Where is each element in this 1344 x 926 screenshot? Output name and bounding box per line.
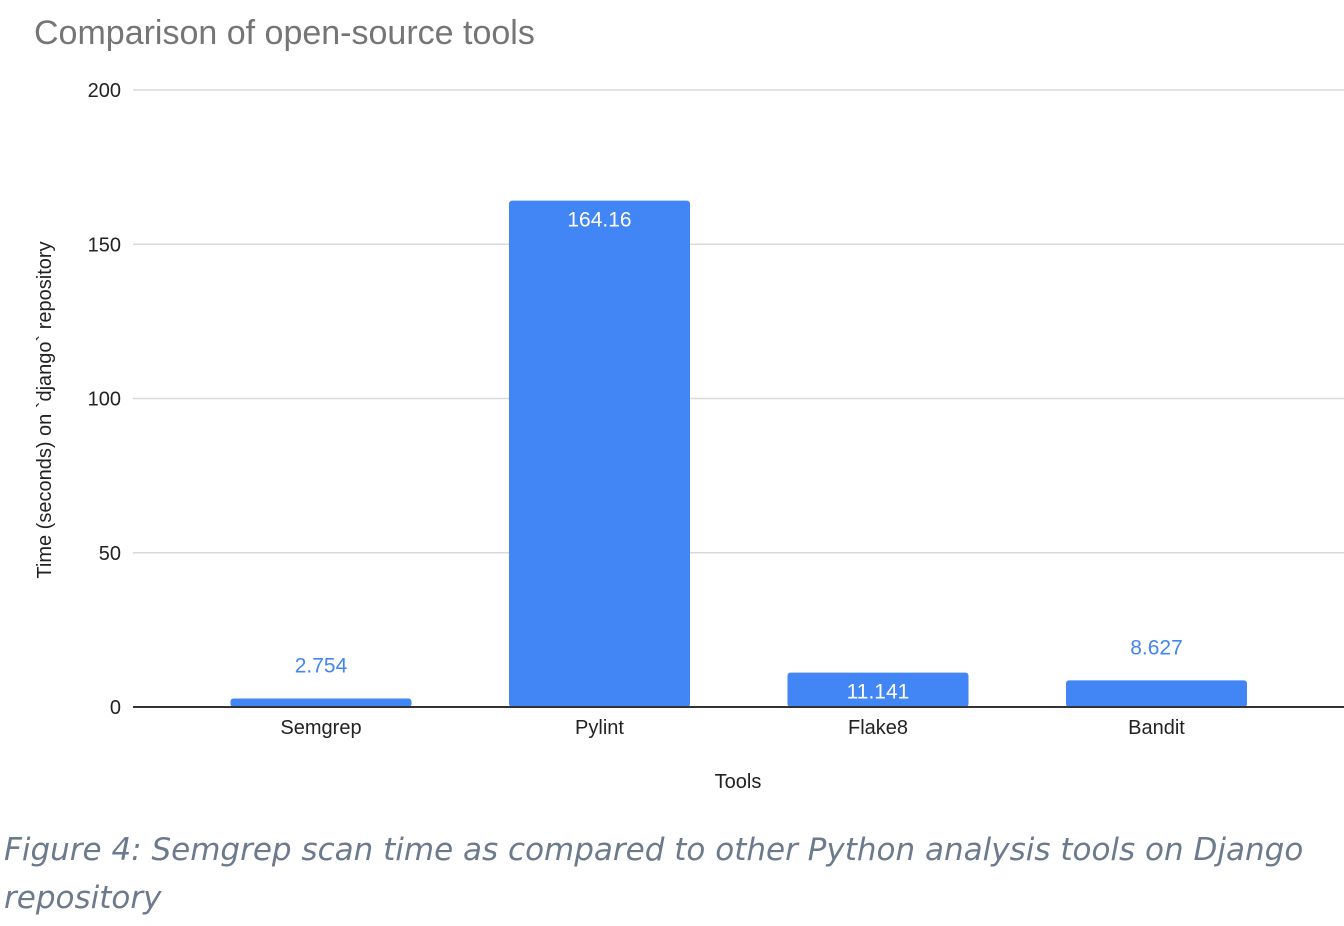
data-label: 8.627 [1130,636,1183,659]
data-label: 2.754 [295,655,348,678]
x-tick-label: Semgrep [280,717,361,739]
data-label: 164.16 [567,209,631,232]
data-labels: 2.754 164.16 11.141 8.627 [295,209,1183,704]
y-axis-title: Time (seconds) on `django` repository [34,241,56,578]
x-tick-label: Bandit [1128,717,1185,739]
data-label: 11.141 [847,681,910,704]
x-tick-label: Pylint [575,717,624,739]
y-tick-label: 200 [88,80,121,102]
bar-pylint [509,200,690,707]
gridlines [133,89,1344,554]
x-tick-label: Flake8 [848,717,908,739]
bar-semgrep [230,698,412,707]
x-tick-labels: Semgrep Pylint Flake8 Bandit [280,717,1185,739]
y-tick-label: 50 [99,543,121,565]
y-tick-label: 150 [88,234,121,256]
bars [230,200,1247,707]
chart-title: Comparison of open-source tools [34,14,535,52]
y-tick-label: 100 [88,389,121,411]
bar-bandit [1066,680,1247,707]
bar-flake8 [787,672,969,707]
figure-caption: Figure 4: Semgrep scan time as compared … [4,832,1304,916]
x-axis-title: Tools [715,771,762,793]
y-tick-labels: 0 50 100 150 200 [88,80,121,719]
bar-chart: Comparison of open-source tools 0 50 100 15… [34,14,1344,793]
y-tick-label: 0 [110,697,121,719]
